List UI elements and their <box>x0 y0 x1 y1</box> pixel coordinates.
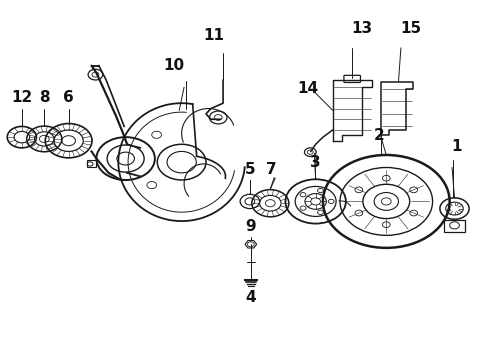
Text: 9: 9 <box>245 219 256 234</box>
Text: 14: 14 <box>298 81 319 96</box>
Text: 8: 8 <box>39 90 49 105</box>
Text: 4: 4 <box>245 291 256 305</box>
Text: 5: 5 <box>245 162 255 177</box>
Text: 3: 3 <box>310 155 321 170</box>
Text: 1: 1 <box>452 139 462 154</box>
Text: 10: 10 <box>164 58 185 73</box>
Text: 12: 12 <box>11 90 32 105</box>
Text: 7: 7 <box>267 162 277 177</box>
Text: 6: 6 <box>63 90 74 105</box>
Text: 2: 2 <box>373 128 384 143</box>
Text: 11: 11 <box>203 28 224 43</box>
Text: 15: 15 <box>400 21 421 36</box>
Text: 13: 13 <box>351 21 372 36</box>
